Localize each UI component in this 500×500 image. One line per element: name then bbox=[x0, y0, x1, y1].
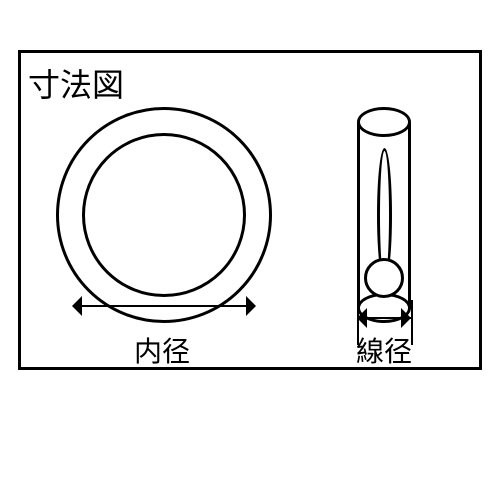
wire-dim-arrow-right bbox=[401, 308, 411, 328]
oring-front-inner bbox=[82, 133, 246, 297]
oring-cross-section bbox=[364, 258, 404, 298]
inner-dim-label: 内径 bbox=[134, 330, 190, 370]
inner-dim-arrow-left bbox=[72, 296, 82, 316]
inner-dim-arrow-right bbox=[246, 296, 256, 316]
diagram-title: 寸法図 bbox=[28, 60, 124, 106]
inner-dim-line bbox=[82, 305, 246, 307]
oring-side-cap-top bbox=[357, 107, 411, 137]
diagram-canvas: 寸法図 内径 線径 bbox=[0, 0, 500, 500]
wire-dim-arrow-left bbox=[357, 308, 367, 328]
wire-dim-label: 線径 bbox=[356, 330, 412, 370]
